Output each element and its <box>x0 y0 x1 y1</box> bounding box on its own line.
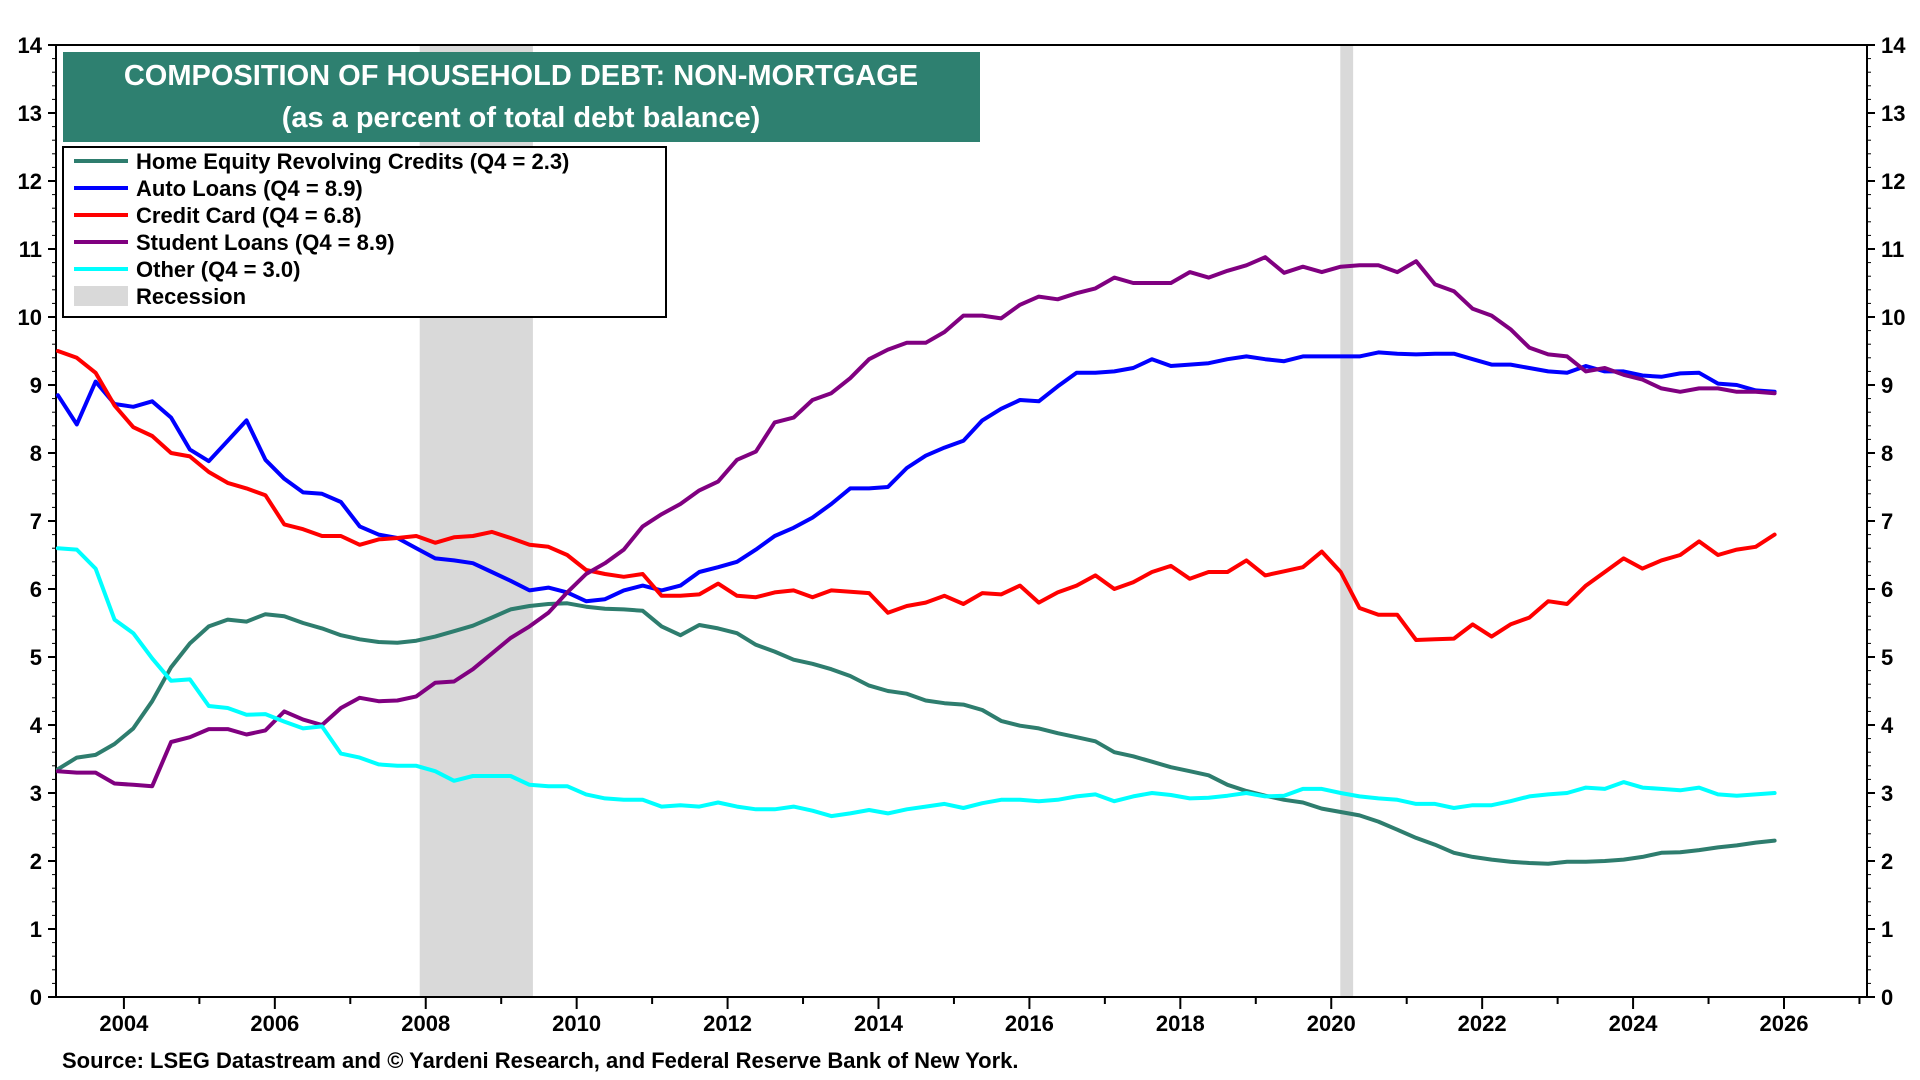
y-tick-label-left: 8 <box>30 441 42 466</box>
y-tick-label-right: 11 <box>1881 237 1904 262</box>
y-tick-label-left: 0 <box>30 985 42 1010</box>
x-tick-label: 2026 <box>1760 1011 1809 1036</box>
chart-title: COMPOSITION OF HOUSEHOLD DEBT: NON-MORTG… <box>124 60 918 92</box>
y-tick-label-left: 5 <box>30 645 42 670</box>
y-tick-label-right: 2 <box>1881 849 1893 874</box>
y-tick-label-right: 8 <box>1881 441 1893 466</box>
y-tick-label-right: 5 <box>1881 645 1893 670</box>
y-tick-label-left: 4 <box>30 713 43 738</box>
y-tick-label-right: 14 <box>1881 33 1906 58</box>
y-tick-label-right: 1 <box>1881 917 1893 942</box>
x-tick-label: 2006 <box>250 1011 299 1036</box>
legend-label: Credit Card (Q4 = 6.8) <box>136 203 362 228</box>
x-tick-label: 2022 <box>1458 1011 1507 1036</box>
y-tick-label-left: 6 <box>30 577 42 602</box>
legend-label: Student Loans (Q4 = 8.9) <box>136 230 395 255</box>
y-tick-label-left: 11 <box>19 237 42 262</box>
y-tick-label-right: 7 <box>1881 509 1893 534</box>
y-tick-label-right: 0 <box>1881 985 1893 1010</box>
y-tick-label-left: 12 <box>18 169 42 194</box>
y-tick-label-left: 2 <box>30 849 42 874</box>
y-tick-label-right: 4 <box>1881 713 1894 738</box>
legend: Home Equity Revolving Credits (Q4 = 2.3)… <box>62 146 667 318</box>
legend-label: Other (Q4 = 3.0) <box>136 257 300 282</box>
series-line-other <box>55 546 1777 819</box>
x-tick-label: 2014 <box>854 1011 904 1036</box>
legend-label: Recession <box>136 284 246 309</box>
chart-subtitle: (as a percent of total debt balance) <box>282 102 761 134</box>
series-line-home-equity-revolving-credits <box>55 601 1777 866</box>
x-tick-label: 2008 <box>401 1011 450 1036</box>
source-note: Source: LSEG Datastream and © Yardeni Re… <box>62 1048 1018 1073</box>
series-line-credit-card <box>55 349 1777 642</box>
y-tick-label-right: 10 <box>1881 305 1905 330</box>
y-tick-label-right: 3 <box>1881 781 1893 806</box>
x-tick-label: 2018 <box>1156 1011 1205 1036</box>
x-tick-label: 2016 <box>1005 1011 1054 1036</box>
x-tick-label: 2020 <box>1307 1011 1356 1036</box>
recession-band <box>1340 45 1354 997</box>
title-background <box>63 52 980 142</box>
y-tick-label-left: 1 <box>30 917 42 942</box>
y-tick-label-right: 9 <box>1881 373 1893 398</box>
title-box: COMPOSITION OF HOUSEHOLD DEBT: NON-MORTG… <box>63 52 980 142</box>
series-lines <box>55 255 1777 866</box>
series-line-student-loans <box>55 255 1777 789</box>
y-tick-label-left: 3 <box>30 781 42 806</box>
x-tick-label: 2012 <box>703 1011 752 1036</box>
y-tick-label-right: 13 <box>1881 101 1905 126</box>
y-tick-label-left: 9 <box>30 373 42 398</box>
legend-swatch-recession <box>74 286 128 306</box>
x-tick-label: 2004 <box>99 1011 149 1036</box>
y-tick-label-left: 14 <box>18 33 43 58</box>
y-tick-label-right: 12 <box>1881 169 1905 194</box>
legend-label: Auto Loans (Q4 = 8.9) <box>136 176 363 201</box>
y-tick-label-left: 10 <box>18 305 42 330</box>
legend-label: Home Equity Revolving Credits (Q4 = 2.3) <box>136 149 569 174</box>
y-tick-label-left: 13 <box>18 101 42 126</box>
y-tick-label-left: 7 <box>30 509 42 534</box>
y-tick-label-right: 6 <box>1881 577 1893 602</box>
legend-box <box>62 146 667 318</box>
x-tick-label: 2010 <box>552 1011 601 1036</box>
x-tick-label: 2024 <box>1609 1011 1659 1036</box>
series-line-auto-loans <box>55 350 1777 604</box>
